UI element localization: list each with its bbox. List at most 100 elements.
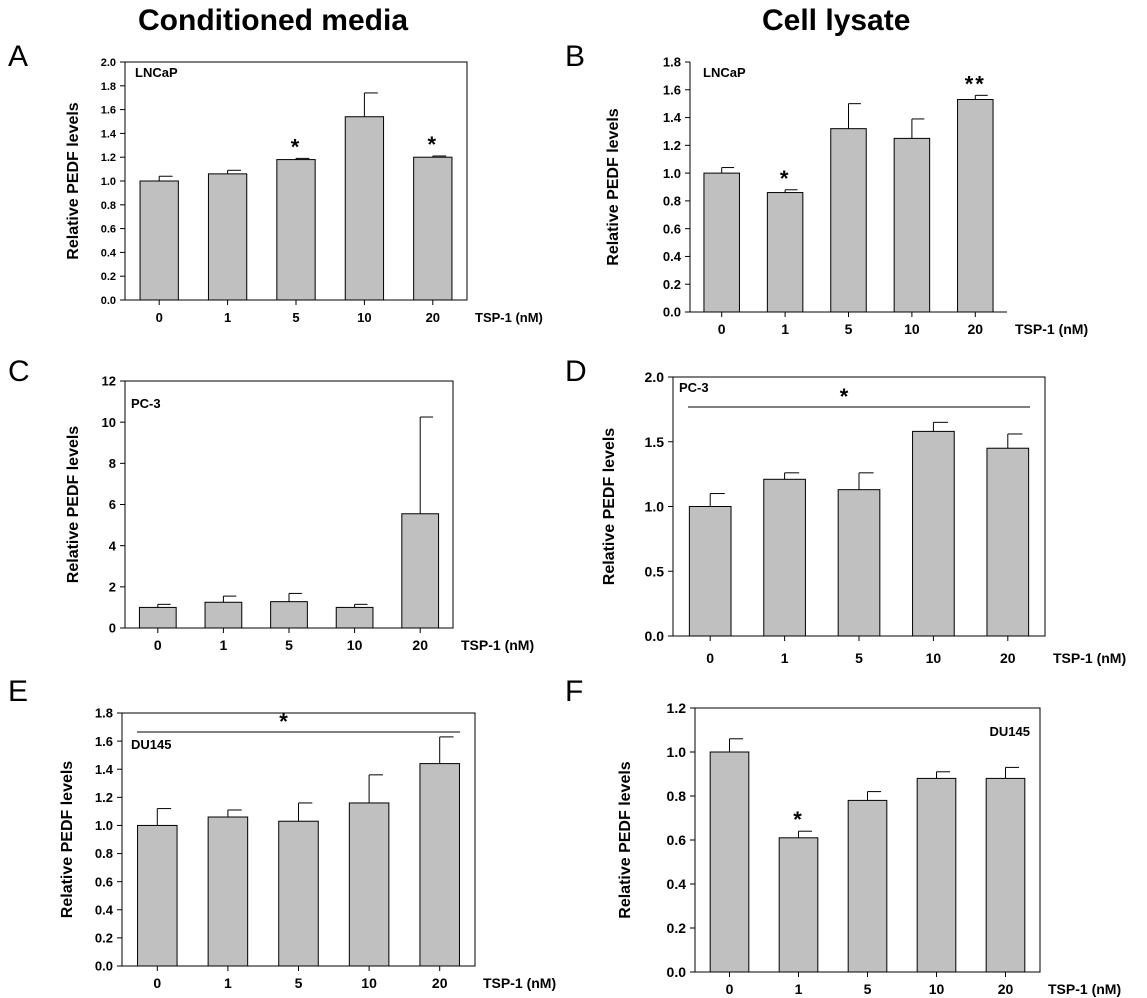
x-tick-label: 0 — [726, 981, 734, 997]
bar — [348, 802, 390, 967]
x-tick-label: 1 — [220, 637, 228, 653]
bar — [688, 506, 732, 637]
x-tick-label: 20 — [432, 975, 448, 991]
bar — [270, 601, 308, 629]
y-tick-label: 0.4 — [101, 247, 117, 259]
y-tick-label: 1.8 — [95, 706, 113, 721]
y-tick-label: 1.2 — [95, 790, 113, 805]
y-axis-label: Relative PEDF levels — [601, 428, 618, 586]
x-tick-label: 20 — [1000, 650, 1016, 666]
y-tick-label: 1.0 — [95, 818, 113, 833]
cell-line-label: LNCaP — [135, 65, 178, 80]
x-tick-label: 0 — [153, 975, 161, 991]
bar — [985, 777, 1026, 973]
x-axis-label: TSP-1 (nM) — [475, 310, 543, 325]
x-tick-label: 20 — [968, 321, 984, 337]
x-tick-label: 0 — [156, 310, 163, 325]
y-tick-label: 0.8 — [667, 788, 687, 804]
y-tick-label: 1.6 — [101, 105, 116, 117]
bar — [344, 116, 385, 301]
cell-line-label: DU145 — [131, 737, 171, 752]
y-tick-label: 1.2 — [663, 138, 681, 153]
y-tick-label: 1.4 — [663, 110, 682, 125]
bar — [893, 137, 931, 313]
y-tick-label: 1.0 — [663, 166, 681, 181]
y-tick-label: 2.0 — [101, 57, 116, 69]
bracket-significance-marker: * — [840, 384, 849, 409]
y-tick-label: 1.2 — [667, 700, 687, 716]
y-tick-label: 1.0 — [667, 744, 687, 760]
y-tick-label: 0.6 — [663, 221, 681, 236]
y-tick-label: 0.0 — [663, 305, 681, 320]
y-axis-label: Relative PEDF levels — [65, 102, 82, 260]
bar — [778, 837, 819, 973]
x-tick-label: 10 — [929, 981, 945, 997]
bar — [204, 601, 243, 629]
y-tick-label: 2 — [109, 580, 116, 595]
significance-marker: * — [428, 132, 439, 157]
bar — [207, 816, 249, 967]
x-tick-label: 5 — [292, 310, 299, 325]
bracket-significance-marker: * — [279, 709, 288, 734]
bar — [703, 172, 740, 313]
x-axis-label: TSP-1 (nM) — [461, 637, 534, 653]
x-axis-label: TSP-1 (nM) — [1015, 321, 1088, 337]
panel-letter-f: F — [565, 675, 584, 708]
y-tick-label: 0.5 — [645, 563, 665, 579]
column-header-conditioned-media: Conditioned media — [138, 4, 408, 37]
x-tick-label: 0 — [718, 321, 726, 337]
y-tick-label: 1.2 — [101, 152, 116, 164]
bar — [278, 820, 319, 967]
x-tick-label: 1 — [781, 321, 789, 337]
y-tick-label: 0.2 — [101, 271, 116, 283]
y-tick-label: 0.8 — [101, 200, 116, 212]
panel-letter-b: B — [565, 40, 586, 73]
y-tick-label: 0.0 — [101, 295, 116, 307]
y-tick-label: 0.2 — [95, 931, 113, 946]
cell-line-label: PC-3 — [679, 380, 709, 395]
x-tick-label: 1 — [224, 975, 232, 991]
y-tick-label: 0.0 — [645, 628, 665, 644]
y-tick-label: 0.4 — [667, 876, 687, 892]
y-axis-label: Relative PEDF levels — [617, 761, 634, 919]
significance-marker: * — [793, 807, 804, 832]
y-tick-label: 0.8 — [95, 846, 113, 861]
x-axis-label: TSP-1 (nM) — [1053, 650, 1126, 666]
panel-letter-c: C — [8, 355, 30, 388]
y-tick-label: 10 — [102, 415, 116, 430]
bar — [837, 489, 881, 637]
y-tick-label: 0.2 — [663, 277, 681, 292]
cell-line-label: DU145 — [990, 724, 1030, 739]
y-tick-label: 0.8 — [663, 194, 681, 209]
cell-line-label: LNCaP — [703, 65, 746, 80]
x-tick-label: 20 — [426, 310, 440, 325]
bar — [847, 799, 888, 973]
x-tick-label: 5 — [864, 981, 872, 997]
bar — [276, 159, 316, 301]
bar — [137, 824, 178, 967]
y-tick-label: 0.6 — [667, 832, 687, 848]
y-axis-label: Relative PEDF levels — [59, 761, 76, 919]
y-tick-label: 0.4 — [95, 902, 114, 917]
y-tick-label: 0.6 — [101, 224, 116, 236]
y-tick-label: 0.6 — [95, 874, 113, 889]
x-tick-label: 20 — [998, 981, 1014, 997]
y-tick-label: 0.2 — [667, 920, 687, 936]
y-tick-label: 0.4 — [663, 249, 682, 264]
y-tick-label: 1.0 — [101, 176, 116, 188]
y-tick-label: 1.4 — [95, 762, 114, 777]
x-tick-label: 10 — [361, 975, 377, 991]
y-tick-label: 2.0 — [645, 369, 665, 385]
significance-marker: * — [291, 134, 302, 159]
bar — [207, 173, 248, 301]
panel-letter-d: D — [565, 355, 587, 388]
y-axis-label: Relative PEDF levels — [65, 426, 82, 584]
x-tick-label: 10 — [347, 637, 363, 653]
column-header-cell-lysate: Cell lysate — [762, 4, 911, 37]
